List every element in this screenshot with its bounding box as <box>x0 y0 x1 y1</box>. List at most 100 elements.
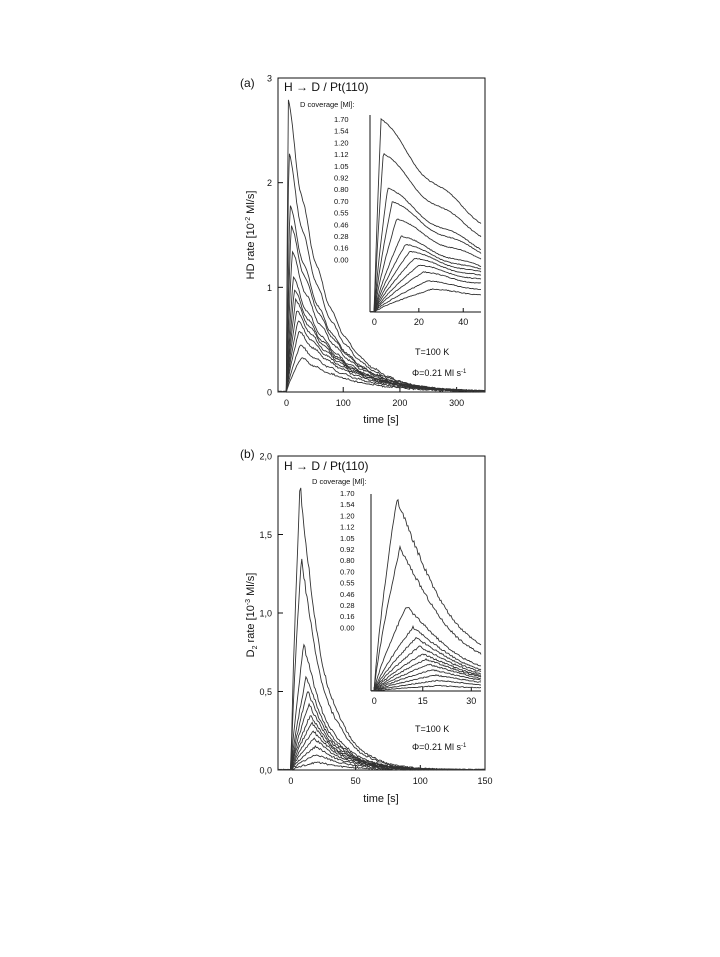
legend-coverage-0.92: 0.92 <box>334 174 349 183</box>
panel-b-inset-series <box>370 498 482 692</box>
panel-a-flux-main: Φ=0.21 Ml s <box>412 368 461 378</box>
inset-x-tick-label: 0 <box>372 696 377 706</box>
panel-b-label: (b) <box>240 447 255 461</box>
series-coverage-0.00 <box>278 761 485 771</box>
inset-series-coverage-1.05 <box>369 218 482 313</box>
legend-coverage-0.92: 0.92 <box>340 545 355 554</box>
panel-b-title: H → D / Pt(110) <box>284 459 368 473</box>
y-tick-label: 0,5 <box>259 687 272 697</box>
panel-a-y-label-main: HD rate [10 <box>245 223 257 279</box>
panel-b-legend-title: D coverage [Ml]: <box>312 477 367 486</box>
y-tick-label: 1,5 <box>259 530 272 540</box>
y-tick-label: 1 <box>267 283 272 293</box>
panel-a: (a) H → D / Pt(110) D coverage [Ml]: 1.7… <box>240 74 486 426</box>
inset-series-coverage-0.16 <box>370 679 482 692</box>
legend-coverage-0.28: 0.28 <box>340 601 355 610</box>
y-tick-label: 0,0 <box>259 766 272 776</box>
inset-series-coverage-0.92 <box>369 235 482 313</box>
legend-coverage-0.46: 0.46 <box>334 220 349 229</box>
panel-a-y-label-unit: Ml/s] <box>245 191 257 217</box>
panel-a-x-axis-label: time [s] <box>363 414 398 426</box>
panel-a-inset-x-ticks: 0 20 40 <box>372 308 468 327</box>
panel-b-temperature: T=100 K <box>415 724 449 734</box>
panel-a-flux-exp: -1 <box>461 369 467 375</box>
inset-series-coverage-1.12 <box>371 625 482 692</box>
panel-a-legend: 1.70 1.54 1.20 1.12 1.05 0.92 0.80 0.70 0.55 0.46… <box>334 115 349 264</box>
inset-x-tick-label: 0 <box>372 317 377 327</box>
x-tick-label: 100 <box>413 776 428 786</box>
panel-a-flux: Φ=0.21 Ml s-1 <box>412 368 467 378</box>
panel-a-title: H → D / Pt(110) <box>284 80 368 94</box>
inset-series-coverage-0.80 <box>371 653 481 692</box>
inset-series-coverage-0.70 <box>370 658 482 692</box>
inset-series-coverage-1.05 <box>370 636 482 692</box>
legend-coverage-0.16: 0.16 <box>334 244 349 253</box>
inset-series-coverage-0.16 <box>369 280 481 313</box>
inset-series-coverage-0.92 <box>371 645 482 692</box>
panel-b-legend: 1.70 1.54 1.20 1.12 1.05 0.92 0.80 0.70 0.55 0.46… <box>340 489 355 632</box>
legend-coverage-1.70: 1.70 <box>334 115 349 124</box>
panel-a-label: (a) <box>240 76 255 90</box>
panel-a-legend-title: D coverage [Ml]: <box>300 100 355 109</box>
inset-series-coverage-1.12 <box>369 201 482 313</box>
series-coverage-0.16 <box>277 344 486 393</box>
legend-coverage-1.20: 1.20 <box>340 511 355 520</box>
x-tick-label: 100 <box>336 398 351 408</box>
inset-series-coverage-0.46 <box>370 669 482 692</box>
x-tick-label: 0 <box>288 776 293 786</box>
legend-coverage-0.00: 0.00 <box>334 255 349 264</box>
legend-coverage-0.16: 0.16 <box>340 612 355 621</box>
legend-coverage-1.12: 1.12 <box>340 523 355 532</box>
panel-b-inset: 0 15 30 <box>370 494 482 706</box>
inset-series-coverage-1.54 <box>371 544 482 692</box>
inset-x-tick-label: 30 <box>466 696 476 706</box>
panel-a-y-ticks: 0 1 2 3 <box>267 74 283 398</box>
panel-a-inset-series <box>369 117 482 313</box>
inset-series-coverage-0.55 <box>370 663 482 692</box>
inset-series-coverage-0.28 <box>370 674 482 692</box>
panel-b-y-label-unit: Ml/s] <box>245 573 257 599</box>
panel-b-flux-exp: -1 <box>461 743 467 749</box>
panel-a-frame <box>277 77 486 393</box>
legend-coverage-1.05: 1.05 <box>340 534 355 543</box>
panel-b: (b) H → D / Pt(110) D coverage [Ml]: 1.7… <box>240 447 493 805</box>
inset-x-tick-label: 40 <box>458 317 468 327</box>
panel-b-x-axis-label: time [s] <box>363 793 398 805</box>
panel-b-y-label-d: D <box>245 649 257 657</box>
panel-b-y-ticks: 0,0 0,5 1,0 1,5 2,0 <box>259 452 283 776</box>
legend-coverage-0.28: 0.28 <box>334 232 349 241</box>
x-tick-label: 200 <box>392 398 407 408</box>
legend-coverage-1.20: 1.20 <box>334 138 349 147</box>
inset-series-coverage-1.20 <box>370 607 482 692</box>
x-tick-label: 50 <box>351 776 361 786</box>
inset-series-coverage-1.54 <box>370 152 482 313</box>
panel-b-series <box>277 487 486 771</box>
legend-coverage-0.70: 0.70 <box>340 567 355 576</box>
panel-a-y-label-exp: -2 <box>245 217 252 223</box>
legend-coverage-0.70: 0.70 <box>334 197 349 206</box>
inset-series-coverage-0.00 <box>369 288 481 313</box>
y-tick-label: 2,0 <box>259 452 272 462</box>
series-coverage-0.00 <box>277 357 486 393</box>
legend-coverage-0.55: 0.55 <box>340 579 355 588</box>
panel-b-y-label-main: rate [10 <box>245 605 257 645</box>
legend-coverage-1.54: 1.54 <box>340 500 355 509</box>
y-tick-label: 1,0 <box>259 609 272 619</box>
panel-b-y-axis-label: D2 rate [10-3 Ml/s] <box>245 573 259 658</box>
legend-coverage-1.54: 1.54 <box>334 127 349 136</box>
inset-series-coverage-0.28 <box>370 271 482 313</box>
series-coverage-0.16 <box>277 754 486 771</box>
legend-coverage-1.70: 1.70 <box>340 489 355 498</box>
inset-x-tick-label: 20 <box>414 317 424 327</box>
inset-series-coverage-0.55 <box>369 257 482 313</box>
series-coverage-1.54 <box>277 153 486 393</box>
panel-b-flux-main: Φ=0.21 Ml s <box>412 742 461 752</box>
panel-b-y-label-sub: 2 <box>252 645 259 649</box>
inset-series-coverage-0.80 <box>370 244 482 313</box>
x-tick-label: 300 <box>449 398 464 408</box>
panel-a-inset: 0 20 40 <box>369 115 482 327</box>
legend-coverage-0.80: 0.80 <box>340 556 355 565</box>
panel-b-flux: Φ=0.21 Ml s-1 <box>412 742 467 752</box>
inset-series-coverage-0.46 <box>369 264 482 313</box>
